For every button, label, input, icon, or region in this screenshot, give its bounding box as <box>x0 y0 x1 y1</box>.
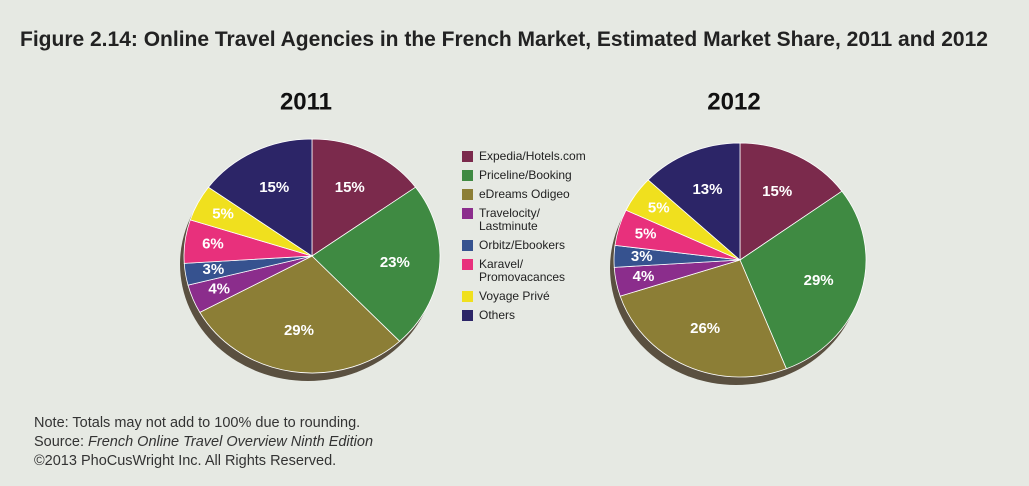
pie-slice <box>619 259 787 378</box>
data-label: 29% <box>284 322 314 339</box>
legend-label: Priceline/Booking <box>479 168 572 182</box>
legend-label: eDreams Odigeo <box>479 187 570 201</box>
pie-slice <box>739 142 843 261</box>
notes: Note: Totals may not add to 100% due to … <box>34 414 373 471</box>
legend-swatch <box>462 170 473 181</box>
legend-item: Expedia/Hotels.com <box>462 150 612 163</box>
data-label: 29% <box>804 272 834 289</box>
source-line: Source: French Online Travel Overview Ni… <box>34 433 373 452</box>
legend-label: Expedia/Hotels.com <box>479 149 586 163</box>
data-label: 6% <box>202 236 224 253</box>
pie-title: 2012 <box>707 88 760 115</box>
legend-item: eDreams Odigeo <box>462 188 612 201</box>
data-label: 23% <box>380 254 410 271</box>
legend-item: Others <box>462 309 612 322</box>
legend-swatch <box>462 259 473 270</box>
copyright: ©2013 PhoCusWright Inc. All Rights Reser… <box>34 453 337 469</box>
legend-swatch <box>462 208 473 219</box>
data-label: 5% <box>212 206 234 223</box>
data-label: 5% <box>648 200 670 217</box>
data-label: 15% <box>259 179 289 196</box>
pie-slice <box>739 190 867 370</box>
legend-label: Voyage Privé <box>479 289 550 303</box>
pie-slice <box>647 142 741 261</box>
source-label: Source: <box>34 434 84 450</box>
legend-label: Karavel/ Promovacances <box>479 257 566 284</box>
legend-item: Orbitz/Ebookers <box>462 239 612 252</box>
data-label: 3% <box>631 248 653 265</box>
legend-swatch <box>462 240 473 251</box>
legend-swatch <box>462 151 473 162</box>
pie-slice <box>311 186 441 342</box>
chart-title: Figure 2.14: Online Travel Agencies in t… <box>20 28 988 51</box>
legend: Expedia/Hotels.com Priceline/Booking eDrea… <box>462 150 612 328</box>
legend-swatch <box>462 189 473 200</box>
legend-item: Priceline/Booking <box>462 169 612 182</box>
legend-swatch <box>462 291 473 302</box>
legend-label: Others <box>479 308 516 322</box>
data-label: 4% <box>633 268 655 285</box>
pie-title: 2011 <box>280 88 332 115</box>
legend-item: Karavel/ Promovacances <box>462 258 612 284</box>
data-label: 13% <box>692 181 722 198</box>
legend-item: Voyage Privé <box>462 290 612 303</box>
legend-item: Travelocity/ Lastminute <box>462 207 612 233</box>
data-label: 4% <box>208 281 230 298</box>
pie-slice <box>207 138 313 257</box>
legend-label: Travelocity/ Lastminute <box>479 206 540 233</box>
legend-swatch <box>462 310 473 321</box>
note: Note: Totals may not add to 100% due to … <box>34 415 361 431</box>
data-label: 26% <box>690 320 720 337</box>
data-label: 15% <box>762 183 792 200</box>
source: French Online Travel Overview Ninth Edit… <box>88 434 374 450</box>
pie-slice <box>199 255 401 374</box>
pie-slice <box>311 138 417 257</box>
data-label: 15% <box>335 179 365 196</box>
data-label: 5% <box>635 226 657 243</box>
data-label: 3% <box>203 261 225 278</box>
legend-label: Orbitz/Ebookers <box>479 238 566 252</box>
